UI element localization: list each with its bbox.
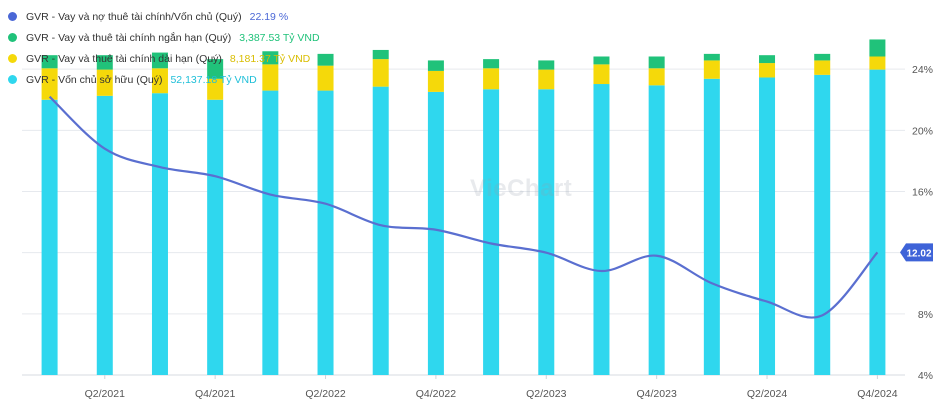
legend-label: GVR - Vay và thuê tài chính ngắn hạn (Qu… (26, 32, 231, 44)
bar-segment[interactable] (649, 68, 665, 85)
legend-dot-icon (8, 54, 17, 63)
ratio-line-path[interactable] (50, 97, 878, 318)
legend-value: 3,387.53 Tỷ VND (239, 32, 319, 44)
legend-dot-icon (8, 75, 17, 84)
watermark-logo: VieChart (470, 175, 572, 203)
legend-value: 52,137.18 Tỷ VND (170, 74, 256, 86)
y-tick-label: 16% (912, 187, 933, 199)
bar-segment[interactable] (759, 77, 775, 375)
ratio-line (49, 97, 877, 318)
bar-segment[interactable] (483, 89, 499, 375)
bar-segment[interactable] (318, 66, 334, 91)
bar-segment[interactable] (318, 54, 334, 66)
bar-segment[interactable] (97, 96, 113, 375)
y-tick-label: 20% (912, 125, 933, 137)
legend-value: 22.19 % (250, 11, 289, 23)
y-tick-label: 24% (912, 64, 933, 76)
last-value-label: 12.02 (906, 248, 931, 259)
legend-item[interactable]: GVR - Vay và thuê tài chính dài hạn (Quý… (8, 48, 320, 69)
bar-segment[interactable] (207, 100, 223, 375)
x-tick-label: Q2/2023 (526, 388, 566, 400)
x-tick-label: Q2/2021 (85, 388, 125, 400)
bar-segment[interactable] (538, 60, 554, 69)
x-tick-label: Q4/2024 (857, 388, 897, 400)
bar-segment[interactable] (428, 60, 444, 70)
bar-segment[interactable] (759, 55, 775, 63)
legend-item[interactable]: GVR - Vốn chủ sở hữu (Quý) 52,137.18 Tỷ V… (8, 69, 320, 90)
legend-label: GVR - Vay và thuê tài chính dài hạn (Quý… (26, 53, 222, 65)
bar-segment[interactable] (814, 75, 830, 375)
bar-segment[interactable] (428, 92, 444, 375)
bar-segment[interactable] (814, 60, 830, 74)
bar-segment[interactable] (483, 68, 499, 89)
bar-segment[interactable] (373, 50, 389, 59)
bar-segment[interactable] (649, 85, 665, 375)
bar-segment[interactable] (318, 91, 334, 375)
bar-segment[interactable] (704, 54, 720, 61)
legend-value: 8,181.37 Tỷ VND (230, 53, 310, 65)
bar-segment[interactable] (869, 56, 885, 69)
bar-segment[interactable] (373, 59, 389, 87)
last-value-badge: 12.02 (900, 243, 933, 261)
bar-segment[interactable] (262, 91, 278, 375)
legend-label: GVR - Vay và nợ thuê tài chính/Vốn chủ (… (26, 11, 242, 23)
legend-dot-icon (8, 12, 17, 21)
bar-segment[interactable] (593, 84, 609, 375)
bar-segment[interactable] (869, 39, 885, 56)
bar-segment[interactable] (704, 60, 720, 78)
bar-segment[interactable] (704, 79, 720, 375)
bar-segment[interactable] (152, 93, 168, 375)
bar-segment[interactable] (42, 100, 58, 375)
bar-segment[interactable] (593, 56, 609, 64)
x-axis: Q2/2021 Q4/2021 Q2/2022 Q4/2022 Q2/2023 Q4/20… (85, 375, 898, 400)
legend-dot-icon (8, 33, 17, 42)
bar-segment[interactable] (373, 87, 389, 375)
bar-segment[interactable] (814, 54, 830, 61)
bar-segment[interactable] (649, 56, 665, 68)
y-tick-label: 8% (918, 309, 933, 321)
bar-segment[interactable] (538, 70, 554, 90)
x-tick-label: Q4/2023 (637, 388, 677, 400)
bar-segment[interactable] (593, 64, 609, 84)
y-axis-right: 4%8%12%16%20%24% (912, 64, 933, 382)
bar-segment[interactable] (869, 70, 885, 375)
legend-label: GVR - Vốn chủ sở hữu (Quý) (26, 74, 162, 86)
bar-segment[interactable] (483, 59, 499, 68)
x-tick-label: Q2/2022 (305, 388, 345, 400)
legend-item[interactable]: GVR - Vay và thuê tài chính ngắn hạn (Qu… (8, 27, 320, 48)
x-tick-label: Q4/2022 (416, 388, 456, 400)
chart-legend: GVR - Vay và nợ thuê tài chính/Vốn chủ (… (8, 6, 320, 90)
y-tick-label: 4% (918, 370, 933, 382)
bar-segment[interactable] (538, 89, 554, 375)
bar-segment[interactable] (759, 63, 775, 77)
bar-segment[interactable] (428, 71, 444, 92)
x-tick-label: Q2/2024 (747, 388, 787, 400)
legend-item[interactable]: GVR - Vay và nợ thuê tài chính/Vốn chủ (… (8, 6, 320, 27)
x-tick-label: Q4/2021 (195, 388, 235, 400)
